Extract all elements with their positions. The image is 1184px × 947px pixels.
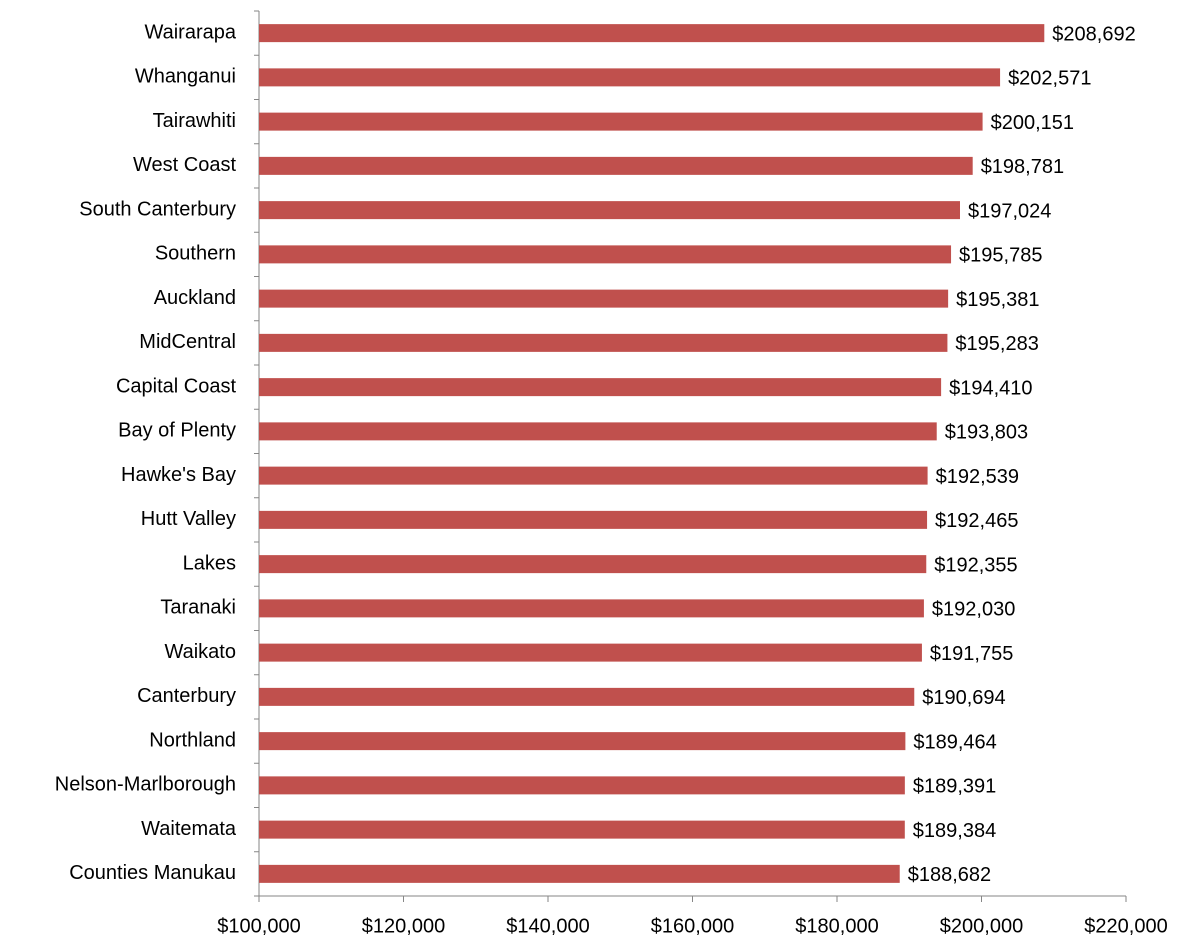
y-tick-label: Lakes: [183, 552, 236, 574]
y-tick-label: Hawke's Bay: [121, 464, 236, 486]
data-label: $192,030: [932, 599, 1015, 621]
y-tick-label: Waikato: [164, 641, 236, 663]
x-tick-label: $160,000: [651, 915, 734, 937]
bar: [259, 555, 927, 574]
data-label: $192,355: [934, 554, 1017, 576]
y-tick-label: Counties Manukau: [69, 862, 236, 884]
bar: [259, 378, 942, 397]
y-tick-label: Northland: [149, 729, 236, 751]
bar: [259, 820, 905, 839]
data-label: $195,381: [956, 289, 1039, 311]
bar: [259, 643, 922, 662]
bar: [259, 333, 948, 352]
bar: [259, 112, 983, 131]
bar: [259, 732, 906, 751]
data-label: $195,283: [955, 333, 1038, 355]
y-tick-label: Whanganui: [135, 66, 236, 88]
y-tick-label: Capital Coast: [116, 375, 237, 397]
bar: [259, 599, 924, 618]
data-label: $192,539: [936, 466, 1019, 488]
y-tick-label: Hutt Valley: [141, 508, 236, 530]
bar: [259, 776, 905, 795]
data-label: $202,571: [1008, 68, 1091, 90]
data-label: $189,384: [913, 820, 996, 842]
data-label: $193,803: [945, 422, 1028, 444]
bar: [259, 466, 928, 485]
data-label: $191,755: [930, 643, 1013, 665]
data-label: $208,692: [1052, 23, 1135, 45]
bar: [259, 68, 1001, 87]
bar: [259, 289, 949, 308]
bar: [259, 245, 952, 264]
data-label: $194,410: [949, 377, 1032, 399]
data-label: $197,024: [968, 200, 1051, 222]
bar: [259, 687, 915, 706]
y-tick-label: Taranaki: [160, 597, 236, 619]
y-tick-label: West Coast: [133, 154, 236, 176]
data-label: $189,391: [913, 776, 996, 798]
y-tick-label: Canterbury: [137, 685, 236, 707]
data-label: $189,464: [913, 731, 996, 753]
y-tick-label: Southern: [155, 243, 236, 265]
bar: [259, 156, 973, 175]
y-tick-label: Auckland: [154, 287, 236, 309]
bar: [259, 864, 900, 883]
bar: [259, 422, 937, 441]
data-label: $195,785: [959, 245, 1042, 267]
x-tick-label: $200,000: [940, 915, 1023, 937]
bar: [259, 24, 1045, 43]
y-tick-label: Waitemata: [141, 818, 237, 840]
y-tick-label: MidCentral: [139, 331, 236, 353]
data-label: $192,465: [935, 510, 1018, 532]
x-tick-label: $220,000: [1084, 915, 1167, 937]
x-tick-label: $120,000: [362, 915, 445, 937]
y-tick-label: Tairawhiti: [153, 110, 236, 132]
bar: [259, 201, 960, 220]
y-tick-label: South Canterbury: [79, 198, 236, 220]
y-tick-label: Nelson-Marlborough: [55, 774, 236, 796]
data-label: $190,694: [922, 687, 1005, 709]
y-tick-label: Bay of Plenty: [118, 420, 236, 442]
data-label: $198,781: [981, 156, 1064, 178]
y-tick-label: Wairarapa: [144, 21, 236, 43]
x-tick-label: $180,000: [795, 915, 878, 937]
x-tick-label: $100,000: [217, 915, 300, 937]
bar: [259, 510, 928, 529]
x-tick-label: $140,000: [506, 915, 589, 937]
data-label: $200,151: [991, 112, 1074, 134]
data-label: $188,682: [908, 864, 991, 886]
